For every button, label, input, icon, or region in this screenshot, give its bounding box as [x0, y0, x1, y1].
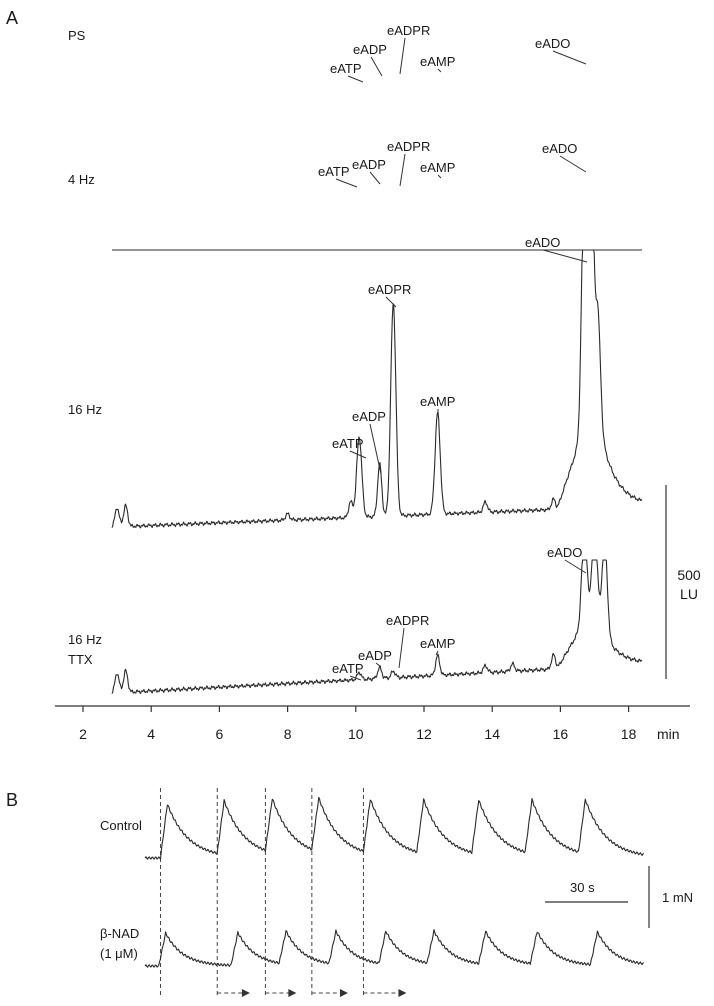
peak-leader-line [349, 450, 367, 459]
stimulus-markers [159, 788, 407, 997]
peak-label: eATP [330, 61, 362, 76]
arrow-head [339, 989, 348, 997]
peak-leader-line [375, 662, 382, 668]
peak-leader-line [335, 178, 358, 188]
peak-label: eADP [352, 409, 386, 424]
peak-label: eADPR [368, 282, 411, 297]
peak-label: eAMP [420, 636, 455, 651]
contraction-trace [144, 796, 645, 860]
peak-leader-line [398, 627, 405, 669]
arrow-head [241, 989, 250, 997]
lu-scale-unit: LU [680, 586, 698, 602]
x-tick-label: 6 [216, 726, 224, 742]
peak-label: eAMP [420, 394, 455, 409]
peak-label: eADP [353, 42, 387, 57]
trace-label: PS [68, 28, 86, 43]
peak-leader-line [399, 37, 406, 75]
time-scale-label: 30 s [570, 880, 595, 895]
peak-leader-line [369, 423, 382, 475]
x-tick-label: 18 [621, 726, 637, 742]
peak-label: eATP [318, 164, 350, 179]
peak-leader-line [437, 174, 442, 179]
peak-label: eAMP [420, 160, 455, 175]
arrow-head [398, 989, 407, 997]
x-tick-label: 4 [147, 726, 155, 742]
peak-leader-line [369, 171, 381, 185]
x-axis: 2 4 6 8 10 12 14 16 18 [55, 705, 690, 742]
peak-leader-line [370, 56, 383, 77]
panel-b-traces [144, 796, 645, 968]
peak-leader-line [435, 650, 439, 656]
peak-leader-line [347, 75, 364, 83]
peak-leader-line [552, 50, 587, 65]
x-tick-label: 8 [284, 726, 292, 742]
peak-leader-line [399, 153, 406, 187]
peak-label: eATP [332, 436, 364, 451]
x-tick-label: 16 [553, 726, 569, 742]
arrow-head [288, 989, 297, 997]
chromatogram-trace [111, 559, 643, 694]
trace-label: Control [100, 818, 142, 833]
x-axis-title: min [657, 726, 680, 742]
peak-leader-line [564, 559, 587, 574]
panel-a-label: A [6, 8, 18, 28]
contraction-trace [144, 929, 645, 968]
trace-label: β-NAD [100, 926, 139, 941]
panel-a-traces [111, 249, 643, 694]
peak-label: eADO [535, 36, 570, 51]
peak-label: eATP [332, 661, 364, 676]
peak-label: eAMP [420, 54, 455, 69]
trace-label: 16 Hz [68, 632, 102, 647]
x-tick-label: 2 [79, 726, 87, 742]
force-scale-label: 1 mN [662, 890, 693, 905]
trace-label: (1 μM) [100, 946, 138, 961]
trace-label: 4 Hz [68, 172, 95, 187]
peak-leader-line [349, 675, 362, 681]
peak-leader-line [385, 296, 397, 308]
peak-label: eADPR [387, 139, 430, 154]
peak-leader-line [559, 155, 587, 173]
peak-label: eADPR [387, 23, 430, 38]
peak-label: eADPR [386, 613, 429, 628]
trace-label: 16 Hz [68, 402, 102, 417]
peak-label: eADO [525, 235, 560, 250]
peak-label: eADP [358, 648, 392, 663]
peak-leader-line [542, 249, 588, 263]
trace-label: TTX [68, 652, 93, 667]
chromatogram-trace [111, 249, 643, 529]
x-tick-label: 14 [484, 726, 500, 742]
x-tick-label: 10 [348, 726, 364, 742]
peak-label: eADP [352, 157, 386, 172]
panel-b-label: B [6, 790, 18, 810]
peak-label: eADO [542, 141, 577, 156]
peak-leader-line [437, 68, 442, 73]
x-tick-label: 12 [416, 726, 432, 742]
panel-b-trace-labels: Control β-NAD (1 μM) [100, 818, 142, 961]
panel-a-trace-labels: PS 4 Hz 16 Hz 16 Hz TTX [68, 28, 102, 667]
lu-scale-value: 500 [677, 567, 701, 583]
peak-label: eADO [547, 545, 582, 560]
